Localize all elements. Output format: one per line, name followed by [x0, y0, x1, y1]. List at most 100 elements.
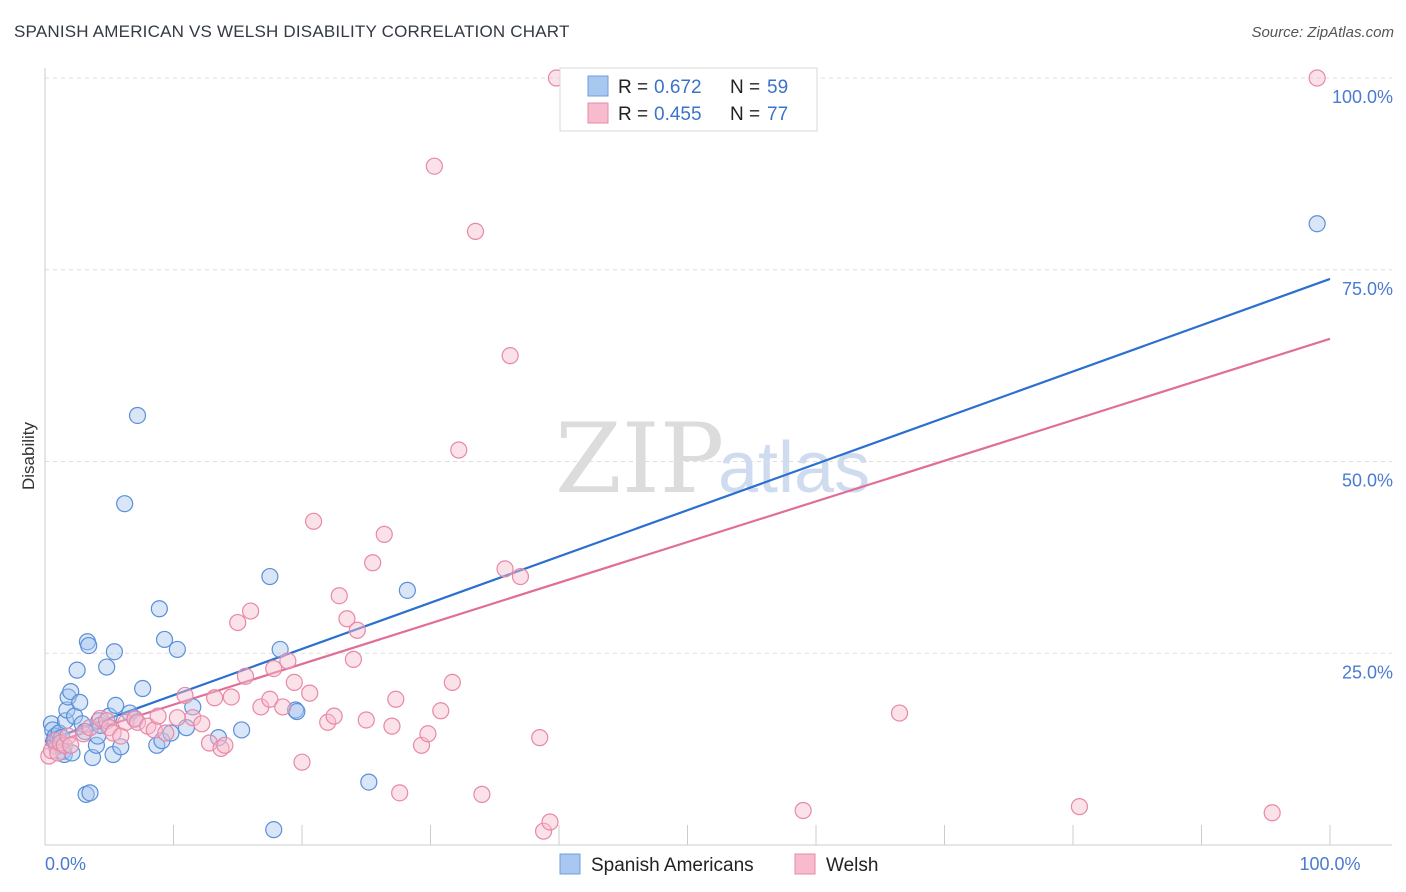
- welsh-point: [236, 667, 255, 685]
- welsh-point: [511, 567, 530, 586]
- welsh-point: [325, 707, 343, 725]
- welsh-point: [364, 554, 382, 572]
- welsh-point: [419, 725, 437, 743]
- welsh-point: [387, 690, 405, 708]
- welsh-point: [1070, 798, 1089, 816]
- welsh-point: [496, 560, 514, 578]
- spanish-american-point: [150, 600, 168, 618]
- watermark-atlas: atlas: [718, 428, 870, 508]
- welsh-trendline: [44, 337, 1331, 747]
- bottom-legend-label-spanish: Spanish Americans: [591, 855, 754, 876]
- welsh-point: [304, 512, 323, 530]
- spanish-american-point: [162, 724, 180, 742]
- welsh-point: [184, 709, 202, 727]
- spanish-american-point: [1308, 215, 1326, 233]
- welsh-point: [274, 698, 292, 716]
- welsh-point: [265, 659, 283, 678]
- legend-n-label-welsh: N =: [730, 104, 760, 125]
- welsh-point: [206, 689, 224, 707]
- y-tick-label: 100.0%: [1332, 87, 1393, 107]
- welsh-point: [1308, 69, 1326, 87]
- legend-n-label-spanish: N =: [730, 77, 760, 98]
- axes: [44, 68, 1392, 846]
- welsh-point: [293, 753, 311, 771]
- welsh-point: [319, 713, 337, 731]
- legend-r-label-spanish: R =: [618, 77, 648, 98]
- welsh-point: [794, 801, 812, 820]
- welsh-point: [193, 715, 211, 733]
- welsh-point: [128, 713, 147, 731]
- welsh-point: [348, 621, 366, 639]
- legend-n-value-spanish: 59: [767, 77, 788, 98]
- welsh-point: [432, 702, 450, 720]
- spanish-american-point: [107, 696, 125, 715]
- welsh-point: [338, 610, 356, 628]
- spanish-american-point: [360, 773, 378, 791]
- spanish-american-point: [98, 658, 116, 676]
- spanish-american-point: [233, 721, 251, 739]
- legend-swatch-spanish: [587, 75, 609, 97]
- source-credit: Source: ZipAtlas.com: [1251, 24, 1394, 41]
- x-tick-label: 100.0%: [1299, 854, 1360, 874]
- welsh-point: [383, 717, 401, 735]
- welsh-point: [279, 652, 297, 670]
- welsh-point: [541, 813, 559, 831]
- welsh-point: [62, 736, 80, 754]
- welsh-point: [425, 157, 443, 175]
- welsh-point: [375, 525, 393, 543]
- legend-r-value-welsh: 0.455: [654, 104, 702, 125]
- welsh-point: [391, 784, 409, 802]
- spanish-american-point: [116, 495, 134, 513]
- spanish-american-point: [168, 640, 186, 659]
- welsh-point: [1263, 804, 1281, 822]
- spanish-american-point: [134, 679, 152, 698]
- welsh-point: [285, 673, 303, 691]
- spanish-american-point: [261, 567, 279, 586]
- welsh-point: [176, 686, 194, 705]
- spanish-american-point: [80, 636, 98, 655]
- spanish-american-point: [128, 406, 147, 425]
- welsh-point: [443, 673, 461, 691]
- watermark-zip: ZIP: [555, 403, 724, 515]
- y-axis-label: Disability: [19, 421, 38, 490]
- spanish-american-trendline: [44, 277, 1331, 743]
- welsh-point: [55, 736, 73, 754]
- spanish-american-point: [155, 630, 174, 649]
- welsh-point: [74, 725, 93, 743]
- welsh-point: [466, 222, 485, 240]
- welsh-point: [534, 822, 553, 840]
- welsh-point: [229, 613, 247, 632]
- welsh-point: [261, 690, 279, 708]
- welsh-point: [330, 587, 348, 605]
- welsh-point: [344, 650, 362, 668]
- welsh-point: [157, 724, 175, 742]
- tick-labels: 25.0% 50.0% 75.0% 100.0% 0.0% 100.0%: [45, 87, 1393, 874]
- bottom-legend-label-welsh: Welsh: [826, 855, 878, 876]
- spanish-american-point: [81, 784, 99, 802]
- welsh-point: [890, 704, 909, 722]
- welsh-point: [168, 709, 186, 727]
- spanish-american-point: [68, 661, 86, 679]
- y-tick-label: 25.0%: [1342, 662, 1393, 682]
- bottom-legend-swatch-welsh: [794, 853, 816, 875]
- welsh-point: [149, 707, 167, 725]
- welsh-point: [301, 684, 319, 702]
- legend-r-label-welsh: R =: [618, 104, 648, 125]
- chart-title: SPANISH AMERICAN VS WELSH DISABILITY COR…: [14, 22, 570, 41]
- x-tick-label: 0.0%: [45, 854, 86, 874]
- legend-swatch-welsh: [587, 102, 609, 124]
- spanish-american-point: [398, 581, 416, 599]
- welsh-point: [473, 785, 491, 803]
- legend-r-value-spanish: 0.672: [654, 77, 702, 98]
- y-tick-label: 75.0%: [1342, 279, 1393, 299]
- welsh-point: [216, 736, 234, 754]
- legend-n-value-welsh: 77: [767, 104, 788, 125]
- welsh-point: [531, 729, 549, 747]
- spanish-american-point: [105, 643, 123, 661]
- bottom-legend-swatch-spanish: [559, 853, 581, 875]
- welsh-point: [450, 441, 468, 459]
- welsh-point: [357, 711, 375, 729]
- trend-lines: [44, 277, 1331, 747]
- gridlines: [45, 77, 1392, 654]
